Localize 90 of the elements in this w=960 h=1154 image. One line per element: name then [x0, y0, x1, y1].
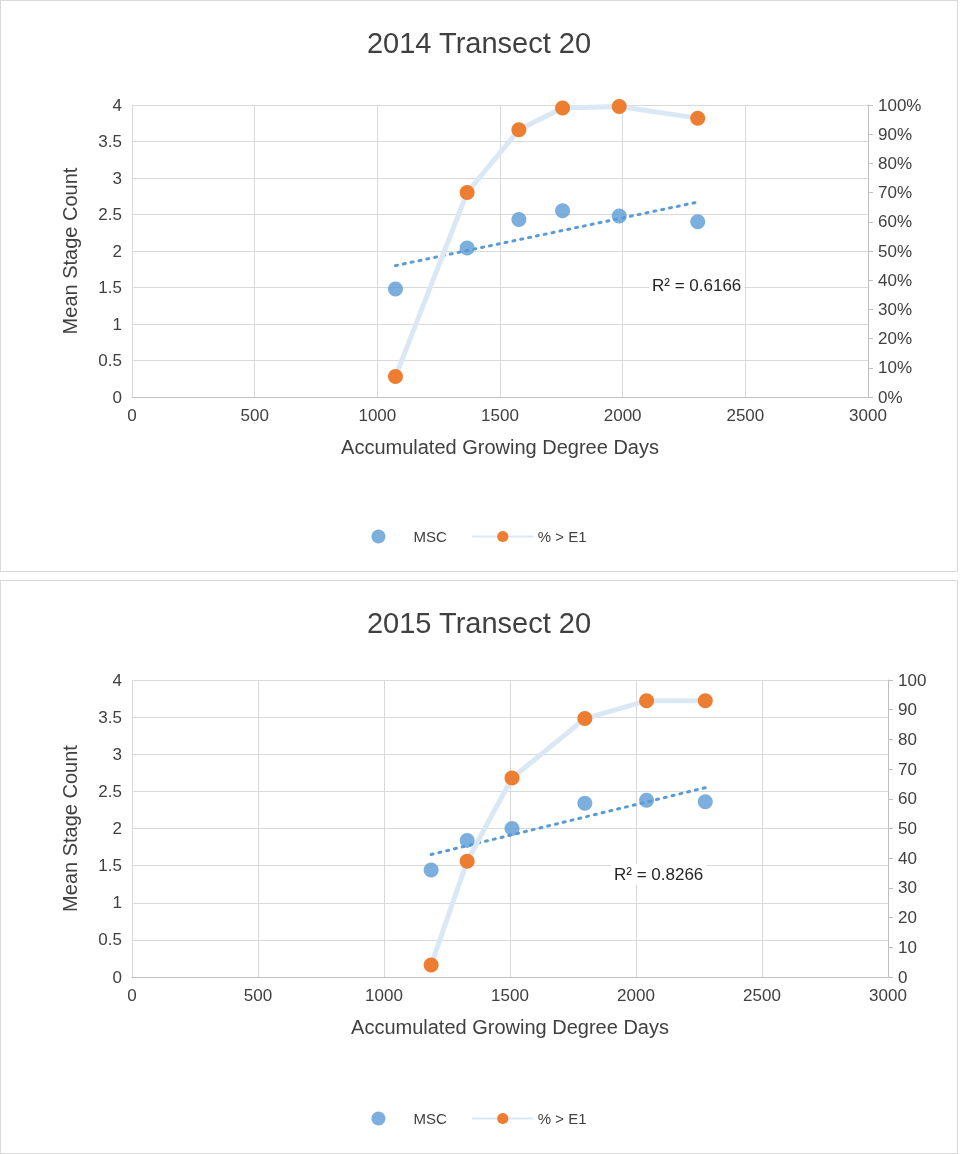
y-tick-label: 2 [112, 241, 122, 261]
annotation: R² = 0.8266 [614, 865, 704, 884]
point [639, 792, 655, 808]
y2-tick-label: 70 [898, 759, 917, 779]
x-tick-label: 500 [243, 986, 273, 1005]
x-tick-label: 2000 [603, 406, 642, 425]
x-tick-label: 1500 [481, 406, 519, 425]
point [690, 214, 706, 230]
y2-tick-label: 60% [878, 212, 913, 232]
y2-tick-label: 50 [898, 819, 917, 838]
point [388, 369, 403, 385]
y-tick-label: 1 [112, 893, 122, 913]
y2-tick-label: 0 [898, 967, 908, 987]
y2-tick-label: 40% [878, 270, 913, 290]
y-tick-label: 4 [112, 95, 122, 115]
y2-tick-label: 100% [878, 95, 922, 115]
legend-label: % > E1 [537, 1110, 587, 1127]
y2-tick-label: 90 [898, 700, 917, 720]
x-tick-label: 3000 [849, 406, 887, 425]
x-tick-label: 1000 [358, 406, 397, 425]
point [577, 711, 593, 727]
x-tick-label: 500 [240, 406, 269, 425]
y-axis-title: Mean Stage Count [59, 167, 81, 335]
x-axis-title: Accumulated Growing Degree Days [351, 1016, 669, 1038]
legend-label: MSC [413, 528, 447, 545]
y2-tick-label: 10% [878, 358, 913, 378]
x-tick-label: 0 [127, 406, 137, 425]
x-tick-label: 2500 [726, 406, 765, 425]
x-tick-label: 1000 [365, 986, 403, 1005]
point [423, 957, 439, 973]
y-tick-label: 0.5 [98, 351, 122, 370]
y2-tick-label: 80% [878, 153, 913, 173]
legend-label: % > E1 [537, 528, 587, 545]
y2-tick-label: 50% [878, 241, 913, 261]
y-tick-label: 1.5 [98, 278, 122, 297]
y-tick-label: 2.5 [98, 781, 122, 801]
y2-tick-label: 40 [898, 848, 917, 868]
y-tick-label: 2 [112, 819, 122, 838]
y-tick-label: 3 [112, 744, 122, 764]
y2-tick-label: 20% [878, 329, 913, 349]
y2-tick-label: 60 [898, 789, 917, 809]
y-tick-label: 0 [112, 387, 122, 407]
y-axis-title: Mean Stage Count [59, 744, 81, 912]
point [504, 821, 520, 836]
point [511, 212, 527, 228]
y2-tick-label: 80 [898, 729, 917, 749]
x-tick-label: 1500 [491, 986, 529, 1005]
y2-tick-label: 100 [898, 670, 927, 690]
y2-tick-label: 90% [878, 124, 913, 144]
point [459, 185, 475, 201]
y-tick-label: 3.5 [98, 707, 122, 727]
point [459, 832, 475, 848]
y2-tick-label: 30% [878, 299, 913, 319]
y2-tick-label: 0% [878, 387, 903, 407]
y2-tick-label: 10 [898, 937, 917, 957]
x-tick-label: 2500 [743, 986, 781, 1005]
legend-label: MSC [413, 1110, 447, 1127]
y-tick-label: 3 [112, 168, 122, 188]
y-tick-label: 0.5 [98, 930, 122, 950]
point [555, 100, 571, 116]
point [555, 203, 571, 219]
y-tick-label: 3.5 [98, 132, 122, 151]
y2-tick-label: 70% [878, 183, 913, 203]
point [504, 770, 520, 786]
y-tick-label: 0 [112, 967, 122, 987]
y-tick-label: 1.5 [98, 856, 122, 876]
chart-title: 2015 Transect 20 [366, 606, 592, 639]
point [459, 240, 475, 256]
point [459, 853, 475, 869]
point [639, 693, 655, 709]
y2-tick-label: 30 [898, 878, 917, 898]
y2-tick-label: 20 [898, 908, 917, 928]
point [690, 110, 706, 126]
y-tick-label: 1 [112, 314, 122, 334]
chart-title: 2014 Transect 20 [366, 26, 592, 59]
point [611, 98, 627, 114]
point [388, 281, 403, 297]
y-tick-label: 4 [112, 670, 122, 690]
annotation: R² = 0.6166 [652, 276, 742, 295]
point [611, 208, 627, 224]
point [423, 862, 439, 878]
x-tick-label: 2000 [617, 986, 655, 1005]
x-axis-title: Accumulated Growing Degree Days [341, 436, 659, 458]
point [577, 795, 593, 811]
x-tick-label: 0 [127, 986, 137, 1005]
point [511, 122, 527, 138]
x-tick-label: 3000 [869, 986, 907, 1005]
y-tick-label: 2.5 [98, 205, 122, 224]
point [697, 794, 713, 810]
point [697, 693, 713, 709]
